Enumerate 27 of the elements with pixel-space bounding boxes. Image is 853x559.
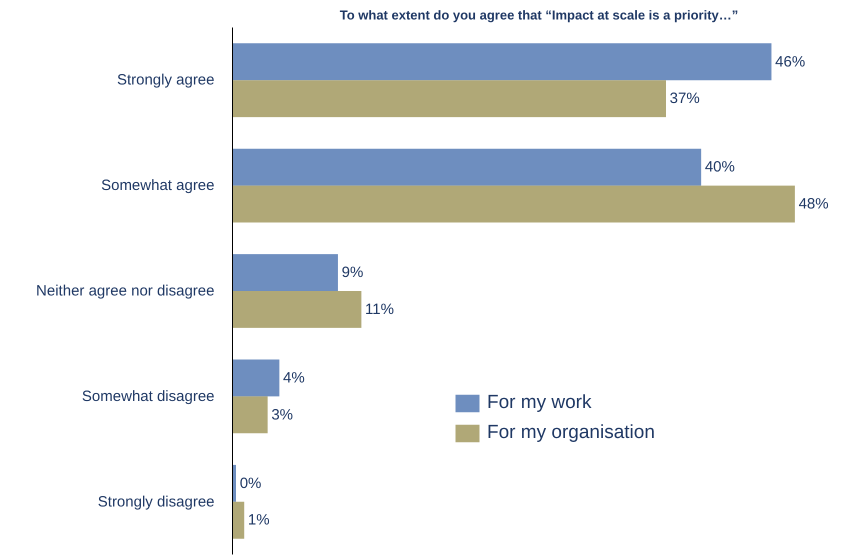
data-label: 46%: [775, 53, 806, 70]
y-tick-label: Somewhat disagree: [82, 388, 214, 405]
data-label: 4%: [283, 369, 305, 386]
bar: [232, 254, 338, 291]
data-label: 40%: [704, 158, 735, 176]
legend-label: For my organisation: [487, 422, 655, 444]
bar: [232, 148, 702, 186]
data-label: 37%: [670, 90, 700, 108]
y-tick-label: Somewhat agree: [101, 177, 215, 194]
bar: [232, 502, 244, 539]
legend-label: For my work: [487, 392, 592, 414]
data-label: 11%: [365, 300, 394, 318]
bar: [232, 80, 666, 118]
data-label: 9%: [342, 264, 364, 282]
chart-title: To what extent do you agree that “Impact at scale is a priority…”: [340, 8, 738, 22]
bar: [232, 186, 795, 222]
data-label: 48%: [798, 196, 829, 213]
y-tick-label: Neither agree nor disagree: [36, 282, 215, 300]
data-label: 0%: [240, 474, 262, 492]
data-label: 1%: [248, 512, 270, 529]
bar: [232, 43, 772, 80]
bar: [232, 291, 362, 328]
bar: [232, 396, 268, 434]
data-label: 3%: [271, 406, 294, 424]
bar: [232, 360, 280, 396]
y-tick-label: Strongly agree: [116, 72, 215, 89]
y-tick-label: Strongly disagree: [98, 493, 214, 510]
